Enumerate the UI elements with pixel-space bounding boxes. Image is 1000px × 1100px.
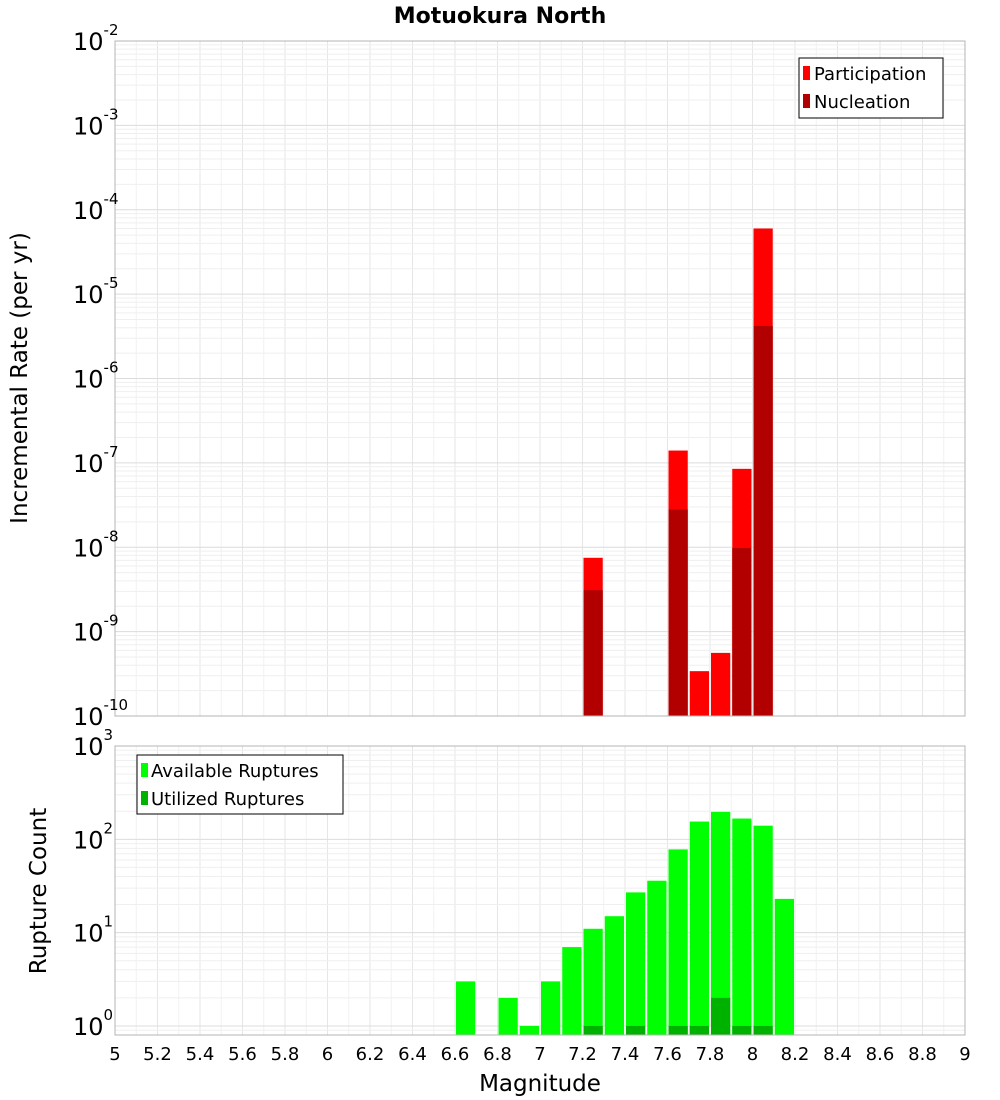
bottom-bar-secondary <box>668 1025 688 1035</box>
bottom-bar-primary <box>562 947 582 1035</box>
x-tick-label: 6.4 <box>398 1044 427 1065</box>
legend-label-available: Available Ruptures <box>151 761 319 782</box>
bottom-plot-frame <box>114 745 966 1036</box>
bottom-bar-secondary <box>689 1025 709 1035</box>
top-bar-primary <box>689 671 709 716</box>
x-axis-label: Magnitude <box>479 1071 601 1097</box>
bottom-x-tick-labels: 5 5.2 5.4 5.6 5.8 6 6.2 6.4 6.6 6.8 7 7.2 7.4 7.6 7.8 8… <box>109 1044 970 1065</box>
x-tick-label: 7.4 <box>611 1044 640 1065</box>
top-y-axis-label: Incremental Rate (per yr) <box>7 232 33 524</box>
bottom-bar-primary <box>583 928 603 1035</box>
bottom-bar-primary <box>456 981 476 1035</box>
bottom-bar-primary <box>541 981 561 1035</box>
legend-swatch-utilized <box>141 791 148 805</box>
x-tick-label: 6 <box>322 1044 333 1065</box>
bottom-bar-primary <box>689 821 709 1035</box>
bottom-legend-box <box>136 754 344 815</box>
legend-label-participation: Participation <box>814 64 926 85</box>
top-legend-box <box>798 57 944 119</box>
bottom-bar-primary <box>498 997 518 1035</box>
y-tick-label: 10-5 <box>73 274 119 309</box>
x-tick-label: 7 <box>534 1044 545 1065</box>
bottom-panel-grid <box>114 745 966 1036</box>
top-legend: Participation Nucleation <box>798 57 944 119</box>
x-tick-label: 5.8 <box>271 1044 300 1065</box>
x-tick-label: 5.6 <box>228 1044 257 1065</box>
y-tick-label: 103 <box>73 726 113 761</box>
bottom-bar-secondary <box>732 1025 752 1035</box>
bottom-bar-secondary <box>753 1025 773 1035</box>
x-tick-label: 8.2 <box>781 1044 810 1065</box>
x-tick-label: 5 <box>109 1044 120 1065</box>
x-tick-label: 6.8 <box>483 1044 512 1065</box>
top-plot-frame <box>114 40 966 717</box>
x-tick-label: 5.2 <box>143 1044 172 1065</box>
top-panel-bars <box>583 228 773 716</box>
y-tick-label: 10-4 <box>73 190 119 225</box>
y-tick-label: 102 <box>73 819 113 854</box>
bottom-bar-primary <box>774 898 794 1035</box>
x-tick-label: 8.8 <box>908 1044 937 1065</box>
x-tick-label: 7.6 <box>653 1044 682 1065</box>
top-panel-grid <box>114 40 966 717</box>
top-bar-secondary <box>583 590 603 716</box>
bottom-legend: Available Ruptures Utilized Ruptures <box>136 754 344 815</box>
bottom-bar-primary <box>753 825 773 1035</box>
y-tick-label: 10-8 <box>73 527 119 562</box>
x-tick-label: 6.2 <box>356 1044 385 1065</box>
x-tick-label: 8 <box>747 1044 758 1065</box>
legend-swatch-participation <box>803 66 810 80</box>
y-tick-label: 10-10 <box>73 696 128 731</box>
y-tick-label: 101 <box>73 913 113 948</box>
bottom-bar-primary <box>732 818 752 1035</box>
y-tick-label: 10-6 <box>73 359 119 394</box>
top-y-tick-labels: 10-10 10-9 10-8 10-7 10-6 10-5 10-4 10-3 10-2 <box>73 21 128 731</box>
bottom-bar-primary <box>604 916 624 1035</box>
y-tick-label: 10-7 <box>73 443 119 478</box>
y-tick-label: 10-3 <box>73 105 119 140</box>
x-tick-label: 9 <box>959 1044 970 1065</box>
bottom-y-tick-labels: 100 101 102 103 <box>73 726 113 1041</box>
legend-label-nucleation: Nucleation <box>814 92 910 113</box>
top-bar-secondary <box>753 325 773 716</box>
top-bar-secondary <box>732 547 752 716</box>
bottom-bar-primary <box>711 811 731 1035</box>
chart-title: Motuokura North <box>394 4 607 29</box>
x-tick-label: 7.8 <box>696 1044 725 1065</box>
bottom-bar-primary <box>668 849 688 1035</box>
x-tick-label: 5.4 <box>186 1044 215 1065</box>
x-tick-label: 8.4 <box>823 1044 852 1065</box>
bottom-panel-bars <box>456 811 794 1035</box>
bottom-y-axis-label: Rupture Count <box>26 808 52 974</box>
x-tick-label: 6.6 <box>441 1044 470 1065</box>
bottom-bar-secondary <box>626 1025 646 1035</box>
legend-label-utilized: Utilized Ruptures <box>151 789 304 810</box>
top-bar-primary <box>711 652 731 716</box>
y-tick-label: 10-9 <box>73 612 119 647</box>
x-tick-label: 7.2 <box>568 1044 597 1065</box>
legend-swatch-nucleation <box>803 94 810 108</box>
bottom-bar-primary <box>647 880 667 1035</box>
legend-swatch-available <box>141 763 148 777</box>
y-tick-label: 100 <box>73 1006 113 1041</box>
bottom-bar-secondary <box>583 1025 603 1035</box>
bottom-bar-primary <box>519 1025 539 1035</box>
top-bar-secondary <box>668 509 688 716</box>
bottom-bar-secondary <box>711 997 731 1035</box>
bottom-bar-primary <box>626 892 646 1035</box>
x-tick-label: 8.6 <box>866 1044 895 1065</box>
y-tick-label: 10-2 <box>73 21 119 56</box>
